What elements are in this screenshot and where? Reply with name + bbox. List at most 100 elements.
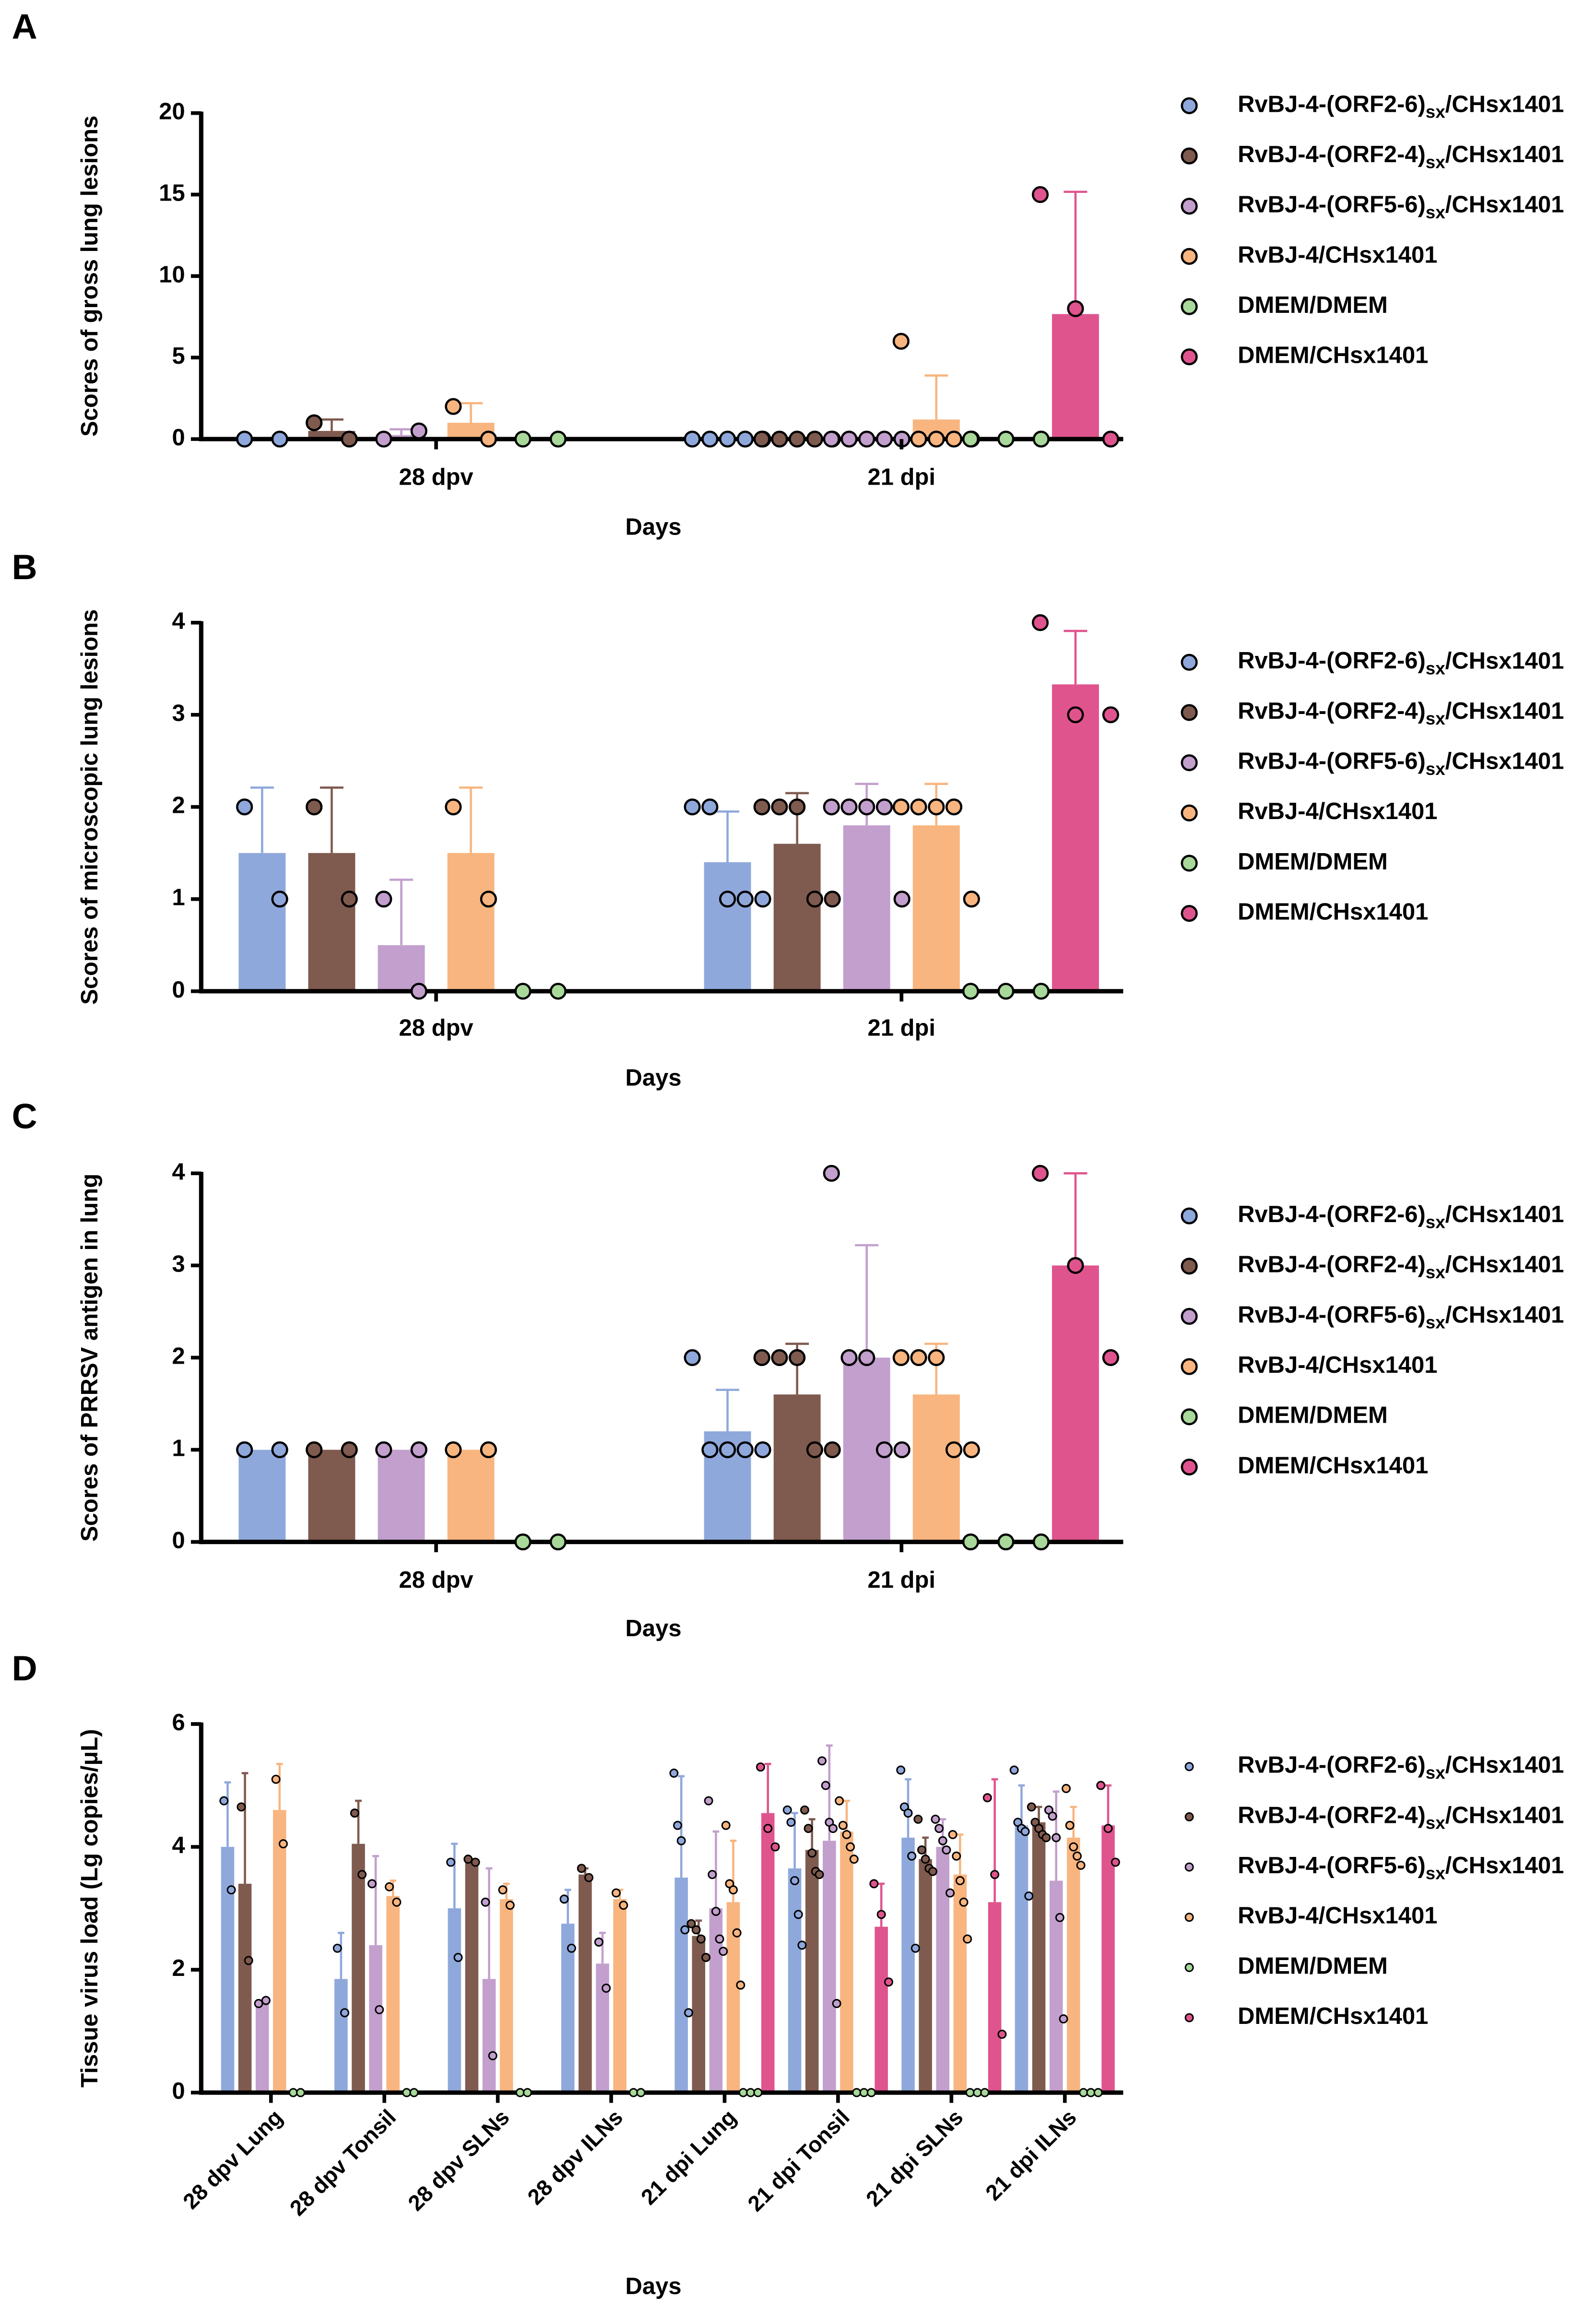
bar xyxy=(308,1450,355,1542)
data-point xyxy=(261,1996,271,2005)
legend-label: RvBJ-4-(ORF2-6)sx/CHsx1401 xyxy=(1238,1752,1564,1783)
data-point xyxy=(367,1879,377,1889)
data-point xyxy=(789,430,806,448)
data-point xyxy=(515,2088,525,2097)
data-point xyxy=(357,1870,367,1879)
data-point xyxy=(341,1441,358,1459)
data-point xyxy=(236,1802,246,1812)
legend-label: DMEM/DMEM xyxy=(1238,1403,1388,1428)
data-point xyxy=(823,798,840,816)
legend-marker xyxy=(1181,198,1198,215)
bar xyxy=(465,1862,479,2093)
data-point xyxy=(409,2088,419,2097)
x-tick-label: 28 dpv xyxy=(399,464,474,490)
bar xyxy=(579,1874,592,2093)
data-point xyxy=(1032,1533,1050,1551)
legend-label: DMEM/DMEM xyxy=(1238,292,1388,318)
data-point xyxy=(1067,706,1084,724)
data-point xyxy=(955,1876,965,1885)
data-point xyxy=(789,798,806,816)
data-point xyxy=(910,798,927,816)
data-point xyxy=(907,1851,917,1861)
data-point xyxy=(288,2088,298,2097)
data-point xyxy=(375,430,392,448)
legend-marker xyxy=(1181,248,1198,265)
x-tick-label: 21 dpi xyxy=(868,1015,935,1041)
data-point xyxy=(445,1441,462,1459)
bar xyxy=(447,1450,495,1542)
bar xyxy=(805,1850,819,2093)
legend-marker xyxy=(1181,654,1198,671)
data-point xyxy=(236,798,253,816)
data-point xyxy=(514,983,532,1000)
data-point xyxy=(306,414,323,431)
data-point xyxy=(824,1441,841,1459)
data-point xyxy=(410,1441,427,1459)
data-point xyxy=(928,1349,945,1367)
data-point xyxy=(786,1818,796,1827)
data-point xyxy=(219,1796,229,1806)
y-tick-label: 3 xyxy=(172,1251,185,1277)
data-point xyxy=(997,983,1015,1000)
bar xyxy=(386,1896,400,2093)
data-point xyxy=(549,1533,567,1551)
y-tick-label: 0 xyxy=(172,425,185,451)
data-point xyxy=(782,1805,792,1815)
legend-label: DMEM/DMEM xyxy=(1238,1953,1388,1979)
data-point xyxy=(446,1857,456,1867)
data-point xyxy=(858,430,875,448)
data-point xyxy=(522,2088,532,2097)
data-point xyxy=(226,1885,236,1895)
bar xyxy=(936,1847,950,2093)
data-point xyxy=(1103,1824,1113,1833)
legend-marker xyxy=(1181,704,1198,721)
data-point xyxy=(341,430,358,448)
data-point xyxy=(807,1848,817,1858)
legend-label: RvBJ-4/CHsx1401 xyxy=(1238,242,1437,268)
data-point xyxy=(350,1808,359,1818)
data-point xyxy=(701,1953,711,1962)
legend-marker xyxy=(1181,1458,1198,1476)
data-point xyxy=(746,2088,756,2097)
data-point xyxy=(823,1165,840,1182)
legend-marker xyxy=(1184,1762,1194,1772)
data-point xyxy=(480,1441,497,1459)
data-point xyxy=(567,1943,576,1953)
x-tick-label: 21 dpi ILNs xyxy=(981,2105,1081,2205)
data-point xyxy=(271,430,288,448)
legend-marker xyxy=(1181,855,1198,872)
data-point xyxy=(676,1836,686,1845)
data-point xyxy=(928,798,945,816)
y-axis-label: Scores of microscopic lung lesions xyxy=(77,609,103,1005)
data-point xyxy=(997,2030,1007,2039)
data-point xyxy=(823,430,840,448)
data-point xyxy=(445,398,462,415)
data-point xyxy=(840,798,858,816)
legend-marker xyxy=(1181,1358,1198,1375)
data-point xyxy=(806,891,823,908)
x-tick-label: 28 dpv Lung xyxy=(178,2105,287,2214)
bar xyxy=(912,1394,960,1542)
data-point xyxy=(910,430,927,448)
data-point xyxy=(375,891,392,908)
data-point xyxy=(696,1934,706,1944)
bar xyxy=(596,1963,609,2093)
data-point xyxy=(719,430,736,448)
data-point xyxy=(669,1768,679,1778)
data-point xyxy=(928,1867,937,1876)
x-tick-label: 21 dpi Lung xyxy=(636,2105,741,2210)
bar xyxy=(1049,1880,1063,2093)
data-point xyxy=(763,1824,773,1833)
data-point xyxy=(892,1349,910,1367)
y-axis-label: Scores of gross lung lesions xyxy=(77,116,103,437)
x-tick-label: 21 dpi Tonsil xyxy=(743,2105,854,2216)
data-point xyxy=(797,1940,807,1950)
data-point xyxy=(736,1441,754,1459)
data-point xyxy=(691,1925,701,1935)
data-point xyxy=(866,2088,876,2097)
y-tick-label: 2 xyxy=(172,1955,185,1981)
data-point xyxy=(771,430,788,448)
data-point xyxy=(815,1870,824,1879)
data-point xyxy=(1065,1820,1075,1830)
data-point xyxy=(934,1824,944,1833)
